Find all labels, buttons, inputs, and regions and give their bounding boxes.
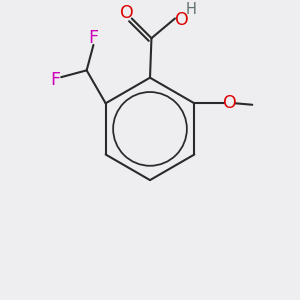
Text: O: O (175, 11, 188, 28)
Text: O: O (120, 4, 134, 22)
Text: F: F (50, 70, 60, 88)
Text: H: H (186, 2, 196, 17)
Text: F: F (88, 29, 98, 47)
Text: O: O (224, 94, 237, 112)
